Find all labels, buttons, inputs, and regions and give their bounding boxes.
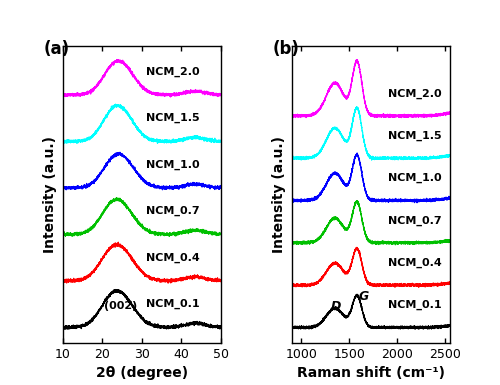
X-axis label: Raman shift (cm⁻¹): Raman shift (cm⁻¹) <box>297 366 445 380</box>
Text: NCM_1.5: NCM_1.5 <box>388 131 442 141</box>
Text: NCM_1.0: NCM_1.0 <box>146 160 199 170</box>
Text: D: D <box>331 300 342 313</box>
Text: G: G <box>359 290 369 303</box>
Text: NCM_1.0: NCM_1.0 <box>388 173 442 183</box>
Text: NCM_2.0: NCM_2.0 <box>146 67 199 77</box>
Text: (b): (b) <box>273 40 299 58</box>
Text: NCM_0.1: NCM_0.1 <box>388 300 442 310</box>
Text: NCM_0.4: NCM_0.4 <box>388 258 442 268</box>
X-axis label: 2θ (degree): 2θ (degree) <box>96 366 188 380</box>
Text: (a): (a) <box>44 40 70 58</box>
Text: NCM_0.7: NCM_0.7 <box>146 206 199 216</box>
Text: NCM_1.5: NCM_1.5 <box>146 113 199 124</box>
Text: NCM_0.7: NCM_0.7 <box>388 215 442 226</box>
Y-axis label: Intensity (a.u.): Intensity (a.u.) <box>272 136 286 253</box>
Text: NCM_0.1: NCM_0.1 <box>146 299 199 309</box>
Text: (002): (002) <box>104 301 138 311</box>
Y-axis label: Intensity (a.u.): Intensity (a.u.) <box>43 136 57 253</box>
Text: NCM_2.0: NCM_2.0 <box>388 89 442 99</box>
Text: NCM_0.4: NCM_0.4 <box>146 253 200 263</box>
